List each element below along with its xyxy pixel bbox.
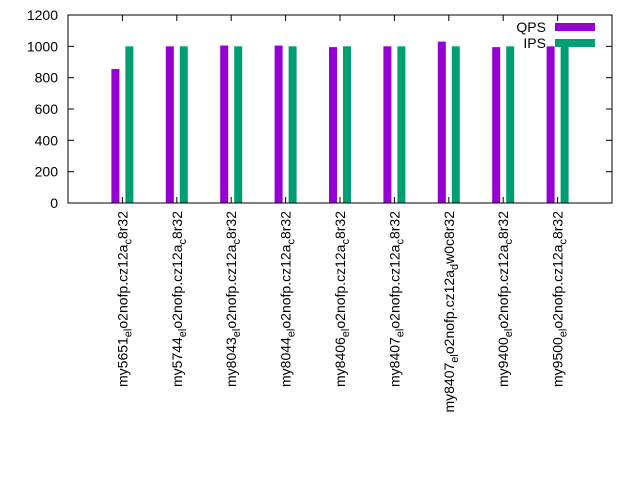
x-tick-label-part: el	[449, 354, 461, 363]
bar-qps	[220, 45, 229, 203]
x-tick-label: my8044elo2nofp.cz12ac8r32	[278, 211, 298, 387]
x-tick-label-part: o	[495, 321, 511, 329]
x-tick-label-part: c	[122, 239, 134, 245]
y-tick-label: 0	[50, 195, 58, 211]
x-tick-label-part: o	[550, 321, 566, 329]
x-tick-label-part: 8r32	[386, 211, 402, 239]
legend-label-ips: IPS	[523, 35, 546, 51]
x-tick-label-part: 8r32	[223, 211, 239, 239]
x-tick-label: my5651elo2nofp.cz12ac8r32	[114, 211, 134, 387]
plot-frame	[67, 14, 613, 204]
bar-ips	[343, 46, 351, 204]
x-tick-label-part: o	[278, 321, 294, 329]
x-tick-label: my9400elo2nofp.cz12ac8r32	[495, 211, 515, 387]
x-tick-label-part: c	[394, 239, 406, 245]
x-tick-label-part: o	[223, 321, 239, 329]
x-tick-label-part: c	[340, 239, 352, 245]
x-tick-label-part: 8r32	[495, 211, 511, 239]
bar-qps	[437, 41, 446, 204]
x-tick-label-part: 8r32	[278, 211, 294, 239]
x-tick-label-part: my8407	[441, 362, 457, 412]
x-tick-label-part: my9400	[495, 337, 511, 387]
legend-swatch-qps	[555, 23, 595, 31]
x-tick-label-part: 2nofp.cz12a	[495, 244, 511, 320]
bar-ips	[234, 46, 243, 204]
x-tick-label-part: 2nofp.cz12a	[169, 244, 185, 320]
x-tick-label-part: 8r32	[169, 211, 185, 239]
x-tick-label-part: w0c8r32	[441, 211, 457, 265]
x-tick-label: my8407elo2nofp.cz12ac8r32	[386, 211, 406, 387]
bar-qps	[329, 47, 337, 203]
x-tick-label-part: 2nofp.cz12a	[332, 244, 348, 320]
x-tick-label-part: el	[558, 329, 570, 338]
x-tick-label-part: my8044	[278, 337, 294, 387]
x-tick-label-part: o	[332, 321, 348, 329]
legend-swatch-ips	[555, 39, 595, 47]
x-tick-label-part: 8r32	[550, 211, 566, 239]
bar-ips	[506, 46, 515, 204]
bar-qps	[165, 46, 174, 204]
x-tick-label-part: el	[286, 329, 298, 338]
bar-ips	[397, 46, 406, 204]
bars	[111, 15, 569, 204]
y-axis-ticks: 0 200 400 600 800 1000 1200	[27, 7, 612, 211]
x-tick-label-part: 8r32	[114, 211, 130, 239]
bar-ips	[179, 46, 188, 204]
y-tick-label: 400	[35, 132, 59, 148]
x-tick-label-part: my8406	[332, 337, 348, 387]
x-tick-label-part: el	[503, 329, 515, 338]
x-tick-label-part: d	[449, 264, 461, 270]
x-tick-label-part: 8r32	[332, 211, 348, 239]
bar-ips	[560, 46, 569, 204]
x-tick-label-part: 2nofp.cz12a	[278, 244, 294, 320]
x-tick-label-part: el	[394, 329, 406, 338]
x-axis-labels: my5651elo2nofp.cz12ac8r32my5744elo2nofp.…	[114, 211, 569, 413]
x-tick-label-part: 2nofp.cz12a	[386, 244, 402, 320]
x-tick-label-part: 2nofp.cz12a	[114, 244, 130, 320]
bar-qps	[546, 46, 555, 204]
x-tick-label: my5744elo2nofp.cz12ac8r32	[169, 211, 189, 387]
x-tick-label-part: my8407	[386, 337, 402, 387]
bar-ips	[125, 46, 134, 204]
x-tick-label-part: o	[386, 321, 402, 329]
y-tick-label: 800	[35, 70, 59, 86]
x-tick-label-part: o	[114, 321, 130, 329]
bar-ips	[288, 46, 297, 204]
x-tick-label-part: c	[558, 239, 570, 245]
legend-label-qps: QPS	[516, 19, 546, 35]
x-tick-label-part: c	[177, 239, 189, 245]
x-tick-label-part: el	[122, 329, 134, 338]
x-tick-label-part: 2nofp.cz12a	[223, 244, 239, 320]
x-tick-label-part: el	[177, 329, 189, 338]
x-tick-label: my8043elo2nofp.cz12ac8r32	[223, 211, 243, 387]
x-tick-label-part: 2nofp.cz12a	[550, 244, 566, 320]
x-tick-label-part: el	[231, 329, 243, 338]
x-tick-label-part: el	[340, 329, 352, 338]
bar-qps	[492, 47, 501, 203]
x-tick-label-part: 2nofp.cz12a	[441, 270, 457, 346]
bar-qps	[383, 46, 392, 204]
x-tick-label-part: my5651	[114, 337, 130, 387]
y-tick-label: 1200	[27, 7, 58, 23]
x-tick-label-part: c	[231, 239, 243, 245]
x-tick-label-part: my5744	[169, 337, 185, 387]
x-tick-label-part: my9500	[550, 337, 566, 387]
y-tick-label: 1000	[27, 38, 58, 54]
x-tick-label-part: c	[503, 239, 515, 245]
x-tick-label: my8407elo2nofp.cz12adw0c8r32	[441, 211, 461, 413]
y-tick-label: 600	[35, 101, 59, 117]
bar-qps	[111, 69, 120, 203]
x-tick-label-part: o	[441, 346, 457, 354]
x-tick-label-part: o	[169, 321, 185, 329]
bar-ips	[451, 46, 460, 204]
x-tick-label-part: my8043	[223, 337, 239, 387]
x-tick-label: my8406elo2nofp.cz12ac8r32	[332, 211, 352, 387]
y-tick-label: 200	[35, 164, 59, 180]
x-tick-label-part: c	[286, 239, 298, 245]
x-tick-label: my9500elo2nofp.cz12ac8r32	[550, 211, 570, 387]
bar-qps	[274, 45, 283, 203]
